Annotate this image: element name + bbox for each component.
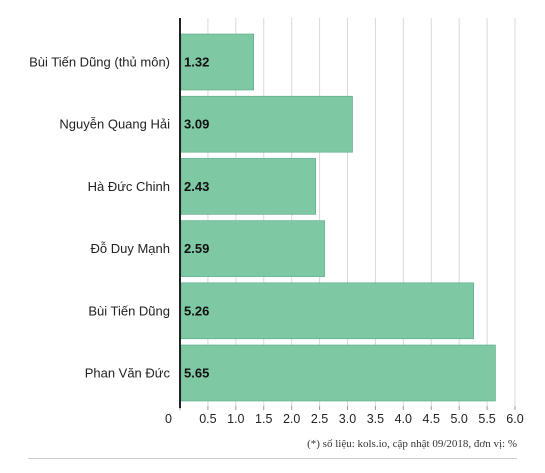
x-tick-label-6: 3.0 <box>339 412 356 426</box>
value-label-5: 5.65 <box>184 366 209 381</box>
x-tick-label-0: 0 <box>165 412 172 426</box>
x-tick-label-10: 5.0 <box>450 412 467 426</box>
category-label-5: Phan Văn Đức <box>85 366 171 381</box>
x-tick-label-8: 4.0 <box>395 412 412 426</box>
x-tick-label-2: 1.0 <box>227 412 244 426</box>
bar-5 <box>180 344 496 402</box>
footnote-divider <box>28 458 517 459</box>
x-tick-label-12: 6.0 <box>506 412 523 426</box>
value-label-2: 2.43 <box>184 179 209 194</box>
bar-1 <box>180 95 353 153</box>
bar-0 <box>180 33 254 91</box>
x-tick-label-5: 2.5 <box>311 412 328 426</box>
bar-3 <box>180 220 325 277</box>
value-label-4: 5.26 <box>184 303 209 318</box>
category-label-0: Bùi Tiến Dũng (thủ môn) <box>29 55 170 70</box>
value-label-0: 1.32 <box>184 55 209 70</box>
x-tick-label-7: 3.5 <box>367 412 384 426</box>
x-tick-label-4: 2.0 <box>283 412 300 426</box>
category-label-4: Bùi Tiến Dũng <box>88 303 170 318</box>
value-label-1: 3.09 <box>184 117 209 132</box>
bar-4 <box>180 282 474 340</box>
value-label-3: 2.59 <box>184 241 209 256</box>
category-label-2: Hà Đức Chinh <box>88 179 170 194</box>
category-label-1: Nguyễn Quang Hải <box>59 117 170 132</box>
x-tick-label-1: 0.5 <box>199 412 216 426</box>
x-tick-label-11: 5.5 <box>478 412 495 426</box>
x-tick-label-9: 4.5 <box>423 412 440 426</box>
source-footnote: (*) số liệu: kols.io, cập nhật 09/2018, … <box>307 438 517 450</box>
x-tick-label-3: 1.5 <box>255 412 272 426</box>
category-label-3: Đỗ Duy Mạnh <box>91 241 170 256</box>
bar-2 <box>180 158 316 215</box>
